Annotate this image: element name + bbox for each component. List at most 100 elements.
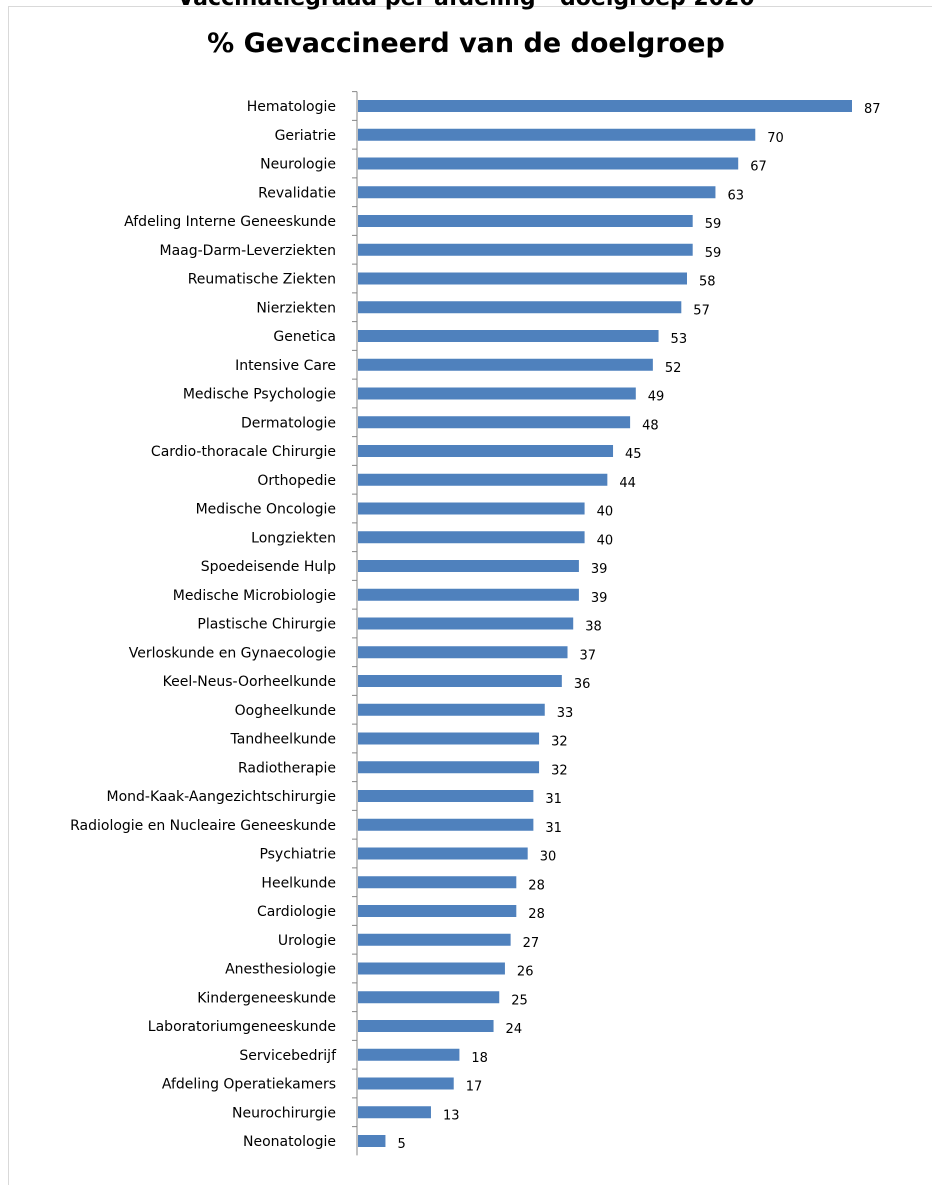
value-label: 31 [545, 821, 562, 836]
value-label: 5 [397, 1137, 405, 1152]
value-label: 48 [642, 418, 659, 433]
bar [358, 445, 614, 457]
category-label: Radiotherapie [238, 760, 336, 776]
value-label: 63 [727, 188, 744, 203]
value-label: 40 [597, 505, 614, 520]
bar [358, 876, 517, 889]
bar [358, 301, 682, 314]
bar [358, 703, 545, 716]
chart-title: % Gevaccineerd van de doelgroep [207, 28, 725, 59]
value-label: 40 [597, 533, 614, 548]
category-label: Servicebedrijf [239, 1048, 337, 1064]
value-label: 17 [466, 1080, 483, 1095]
bar [358, 646, 568, 659]
bar [358, 473, 608, 486]
category-label: Orthopedie [257, 473, 336, 489]
bar [358, 1048, 460, 1061]
bar [358, 560, 579, 572]
bar [358, 588, 579, 601]
category-label: Tandheelkunde [230, 732, 337, 748]
value-label: 32 [551, 763, 568, 778]
category-label: Hematologie [247, 99, 336, 115]
category-label: Revalidatie [258, 185, 336, 201]
category-label: Radiologie en Nucleaire Geneeskunde [70, 818, 336, 834]
value-label: 57 [693, 303, 710, 318]
category-label: Medische Microbiologie [173, 588, 336, 604]
category-label: Plastische Chirurgie [197, 617, 336, 633]
bar [358, 617, 574, 630]
value-label: 32 [551, 735, 568, 750]
category-label: Afdeling Interne Geneeskunde [124, 214, 336, 230]
bar [358, 416, 631, 429]
category-label: Oogheelkunde [235, 703, 336, 719]
value-label: 27 [523, 936, 540, 951]
category-label: Keel-Neus-Oorheelkunde [163, 674, 336, 690]
bar [358, 1135, 386, 1147]
value-label: 26 [517, 965, 534, 980]
bar [358, 215, 693, 227]
category-label: Reumatische Ziekten [188, 272, 336, 288]
value-label: 30 [540, 850, 557, 865]
value-label: 18 [471, 1051, 488, 1066]
category-label: Intensive Care [235, 358, 336, 374]
bar [358, 905, 517, 917]
category-label: Urologie [278, 933, 336, 949]
bar [358, 1077, 454, 1090]
category-label: Neurochirurgie [232, 1105, 336, 1121]
value-label: 31 [545, 792, 562, 807]
category-label: Genetica [273, 329, 336, 345]
bar [358, 1020, 494, 1032]
category-label: Kindergeneeskunde [197, 990, 336, 1006]
value-label: 13 [443, 1108, 460, 1123]
category-label: Neurologie [260, 157, 336, 173]
bar [358, 502, 585, 515]
bar [358, 818, 534, 831]
value-label: 28 [528, 878, 545, 893]
value-label: 25 [511, 993, 528, 1008]
category-label: Medische Psychologie [183, 387, 336, 403]
bar [358, 761, 540, 774]
bar [358, 128, 756, 141]
value-label: 44 [619, 476, 636, 491]
category-label: Cardiologie [257, 904, 336, 920]
category-label: Neonatologie [243, 1134, 336, 1150]
bar [358, 330, 659, 342]
bar [358, 531, 585, 544]
value-label: 70 [767, 131, 784, 146]
value-label: 59 [705, 217, 722, 232]
bar [358, 732, 540, 745]
bar [358, 100, 852, 112]
bar [358, 933, 511, 946]
bar [358, 387, 636, 400]
value-label: 38 [585, 620, 602, 635]
bar [358, 358, 653, 371]
value-label: 39 [591, 562, 608, 577]
value-label: 33 [557, 706, 574, 721]
category-label: Geriatrie [275, 128, 336, 144]
value-label: 59 [705, 246, 722, 261]
category-label: Nierziekten [256, 300, 336, 316]
category-label: Longziekten [251, 530, 336, 546]
category-label: Afdeling Operatiekamers [162, 1077, 336, 1093]
value-label: 49 [648, 390, 665, 405]
bar [358, 962, 505, 975]
bar [358, 847, 528, 860]
bar [358, 675, 562, 687]
category-label: Maag-Darm-Leverziekten [160, 243, 337, 259]
value-label: 67 [750, 160, 767, 175]
value-label: 37 [580, 648, 597, 663]
value-label: 52 [665, 361, 682, 376]
value-label: 36 [574, 677, 591, 692]
bar [358, 157, 739, 170]
category-label: Cardio-thoracale Chirurgie [151, 444, 336, 460]
category-label: Laboratoriumgeneeskunde [148, 1019, 336, 1035]
bar [358, 991, 500, 1004]
value-label: 87 [864, 102, 881, 117]
category-label: Spoedeisende Hulp [201, 559, 336, 575]
value-label: 28 [528, 907, 545, 922]
category-label: Dermatologie [241, 415, 336, 431]
value-label: 45 [625, 447, 642, 462]
cutoff-heading: Vaccinatiegraad per afdeling - doelgroep… [0, 0, 932, 11]
category-label: Psychiatrie [259, 847, 336, 863]
